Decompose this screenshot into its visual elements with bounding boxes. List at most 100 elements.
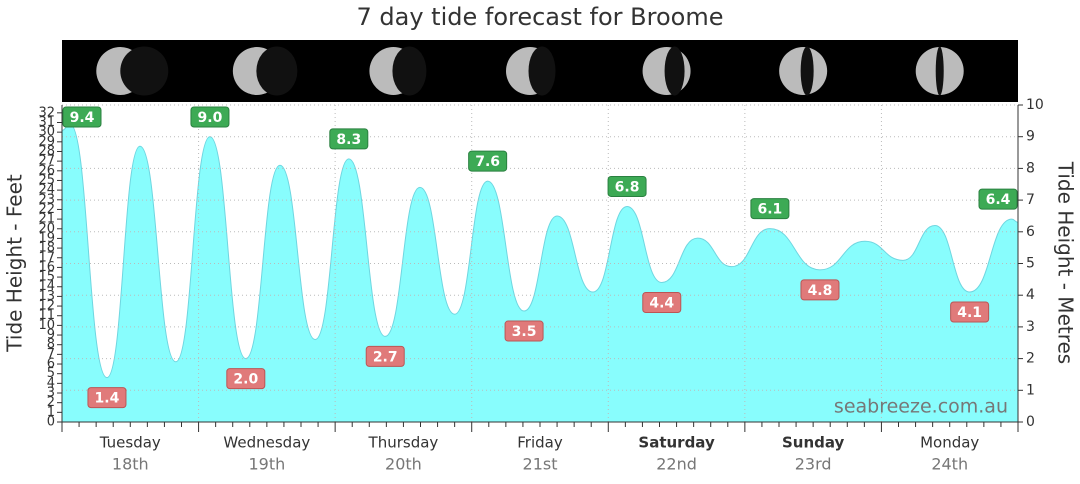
y-tick-label: 14 bbox=[38, 279, 55, 294]
tide-label-box bbox=[190, 106, 230, 128]
day-name: Friday bbox=[517, 434, 563, 452]
tide-label-box bbox=[62, 106, 102, 128]
moon-shadow bbox=[256, 46, 298, 96]
tide-label-box bbox=[978, 188, 1018, 210]
tide-label: 9.0 bbox=[198, 110, 223, 126]
y-tick-label: 0 bbox=[47, 415, 55, 430]
tide-label: 6.8 bbox=[615, 179, 640, 195]
tide-label: 2.0 bbox=[233, 372, 258, 388]
y-tick-label: 28 bbox=[38, 144, 55, 159]
y2-tick-label: 0 bbox=[1026, 414, 1035, 430]
day-name: Saturday bbox=[638, 434, 715, 452]
y-tick-label: 17 bbox=[38, 250, 55, 265]
tide-label-box bbox=[87, 387, 127, 409]
y-tick-label: 12 bbox=[38, 299, 55, 314]
y2-tick-label: 2 bbox=[1026, 351, 1035, 367]
tide-label: 1.4 bbox=[95, 391, 120, 407]
tide-label-box bbox=[504, 320, 544, 342]
y-tick-label: 15 bbox=[38, 270, 55, 285]
day-name: Thursday bbox=[368, 434, 439, 452]
y-tick-label: 7 bbox=[47, 347, 55, 362]
day-name: Wednesday bbox=[223, 434, 310, 452]
tide-label: 7.6 bbox=[475, 154, 500, 170]
y2-tick-label: 3 bbox=[1026, 319, 1035, 335]
tide-label-box bbox=[468, 150, 508, 172]
y2-axis-title: Tide Height - Metres bbox=[1054, 161, 1078, 364]
tide-label-box bbox=[750, 198, 790, 220]
tide-label-box bbox=[329, 128, 369, 150]
tide-area bbox=[61, 123, 1019, 423]
y2-tick-label: 4 bbox=[1026, 287, 1035, 303]
day-date: 20th bbox=[385, 455, 422, 474]
y-tick-label: 16 bbox=[38, 260, 55, 275]
day-name: Monday bbox=[920, 434, 979, 452]
day-date: 18th bbox=[112, 455, 149, 474]
moon-shadow bbox=[528, 46, 556, 96]
tide-label: 2.7 bbox=[373, 349, 398, 365]
y-tick-label: 32 bbox=[38, 105, 55, 120]
y-tick-label: 25 bbox=[38, 173, 55, 188]
y-tick-label: 4 bbox=[47, 376, 55, 391]
y-tick-label: 1 bbox=[47, 405, 55, 420]
y-tick-label: 8 bbox=[47, 337, 55, 352]
y-tick-label: 22 bbox=[38, 202, 55, 217]
y2-tick-label: 1 bbox=[1026, 382, 1035, 398]
y-tick-label: 11 bbox=[38, 308, 55, 323]
y-tick-label: 6 bbox=[47, 357, 55, 372]
day-date: 22nd bbox=[656, 455, 697, 474]
y2-tick-label: 6 bbox=[1026, 224, 1035, 240]
tide-label: 9.4 bbox=[70, 110, 95, 126]
y-tick-label: 19 bbox=[38, 231, 55, 246]
y-tick-label: 20 bbox=[38, 221, 55, 236]
tide-label-box bbox=[226, 368, 266, 390]
y-tick-label: 27 bbox=[38, 154, 55, 169]
y-tick-label: 5 bbox=[47, 366, 55, 381]
moon-strip bbox=[62, 40, 1018, 102]
day-name: Sunday bbox=[782, 434, 845, 452]
tide-label: 4.8 bbox=[808, 283, 833, 299]
tide-label: 4.4 bbox=[649, 296, 674, 312]
moon-shadow bbox=[392, 46, 427, 96]
day-date: 21st bbox=[523, 455, 558, 474]
day-date: 24th bbox=[931, 455, 968, 474]
y-tick-label: 30 bbox=[38, 125, 55, 140]
tide-label-box bbox=[365, 345, 405, 367]
y-tick-label: 23 bbox=[38, 192, 55, 207]
tide-label: 6.4 bbox=[986, 192, 1011, 208]
day-date: 23rd bbox=[795, 455, 832, 474]
tide-label: 4.1 bbox=[957, 305, 982, 321]
y-tick-label: 21 bbox=[38, 212, 55, 227]
y-tick-label: 2 bbox=[47, 395, 55, 410]
moon-shadow bbox=[800, 46, 814, 96]
y2-tick-label: 7 bbox=[1026, 192, 1035, 208]
moon-shadow bbox=[120, 46, 169, 96]
moon-shadow bbox=[664, 46, 685, 96]
y-tick-label: 18 bbox=[38, 241, 55, 256]
chart-title: 7 day tide forecast for Broome bbox=[356, 3, 723, 31]
y2-tick-label: 10 bbox=[1026, 97, 1044, 113]
tide-label-box bbox=[950, 301, 990, 323]
day-date: 19th bbox=[248, 455, 285, 474]
y-tick-label: 31 bbox=[38, 115, 55, 130]
tide-label: 6.1 bbox=[757, 202, 782, 218]
tide-label-box bbox=[642, 292, 682, 314]
y-tick-label: 26 bbox=[38, 163, 55, 178]
y2-tick-label: 5 bbox=[1026, 256, 1035, 272]
tide-label-box bbox=[800, 279, 840, 301]
y-tick-label: 10 bbox=[38, 318, 55, 333]
y-tick-label: 9 bbox=[47, 328, 55, 343]
moon-shadow bbox=[935, 46, 944, 96]
day-name: Tuesday bbox=[99, 434, 161, 452]
y-tick-label: 29 bbox=[38, 134, 55, 149]
tide-label-box bbox=[607, 175, 647, 197]
tide-label: 3.5 bbox=[512, 324, 537, 340]
y2-tick-label: 8 bbox=[1026, 160, 1035, 176]
tide-label: 8.3 bbox=[336, 132, 361, 148]
y-tick-label: 3 bbox=[47, 386, 55, 401]
y-axis-title: Tide Height - Feet bbox=[3, 174, 27, 353]
y-tick-label: 13 bbox=[38, 289, 55, 304]
y-tick-label: 24 bbox=[38, 183, 55, 198]
y2-tick-label: 9 bbox=[1026, 129, 1035, 145]
watermark: seabreeze.com.au bbox=[834, 396, 1008, 418]
